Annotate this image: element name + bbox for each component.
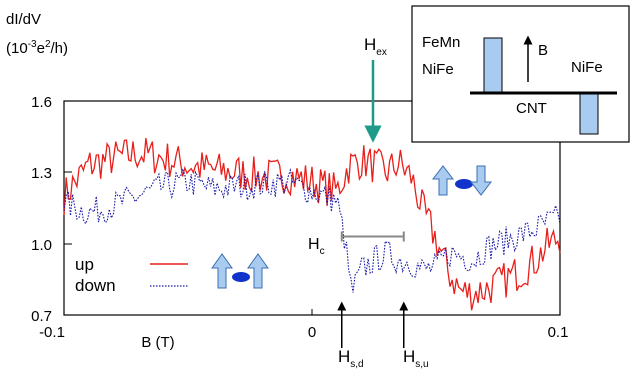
up-arrow-left-icon (211, 253, 233, 289)
inset-label-nife-left: NiFe (422, 61, 454, 78)
down-arrow-icon (469, 165, 493, 196)
spin-dot-icon (455, 179, 473, 189)
spin-dot-icon (232, 272, 250, 282)
legend: up down (75, 255, 188, 295)
inset-label-nife-right: NiFe (571, 59, 603, 76)
legend-label-up: up (75, 255, 94, 274)
inset-label-femn: FeMn (422, 34, 460, 51)
y-ticks: 1.6 1.3 1.0 0.7 (31, 94, 72, 325)
series-line-up (63, 138, 561, 311)
x-tick-label: 0.1 (548, 324, 569, 341)
x-tick-label: -0.1 (39, 324, 65, 341)
x-tick-label: 0 (308, 324, 316, 341)
y-tick-label: 1.3 (31, 165, 52, 182)
parallel-magnetization-icon (211, 253, 269, 289)
series-line-down (63, 167, 561, 293)
hc-label: Hc (308, 236, 325, 257)
up-arrow-icon (431, 165, 455, 196)
inset-label-b: B (538, 42, 548, 59)
x-axis-label: B (T) (141, 334, 174, 351)
y-tick-label: 0.7 (31, 308, 52, 325)
up-arrow-right-icon (247, 253, 269, 289)
device-inset: FeMn NiFe B NiFe CNT (411, 5, 630, 143)
ylabel-line2: (10-3e2/h) (6, 39, 68, 57)
hex-label: Hex (364, 35, 387, 58)
left-electrode (483, 37, 503, 93)
series-layer (63, 138, 561, 311)
legend-label-down: down (75, 276, 116, 295)
y-tick-label: 1.0 (31, 237, 52, 254)
y-tick-label: 1.6 (31, 94, 52, 111)
hsu-label: Hs,u (403, 347, 429, 370)
x-ticks: -0.1 0 0.1 (39, 309, 568, 341)
ylabel-line1: dI/dV (6, 11, 41, 28)
right-electrode (579, 91, 599, 135)
inset-label-cnt: CNT (516, 100, 547, 117)
hsd-label: Hs,d (338, 347, 364, 370)
antiparallel-magnetization-icon (431, 165, 493, 196)
